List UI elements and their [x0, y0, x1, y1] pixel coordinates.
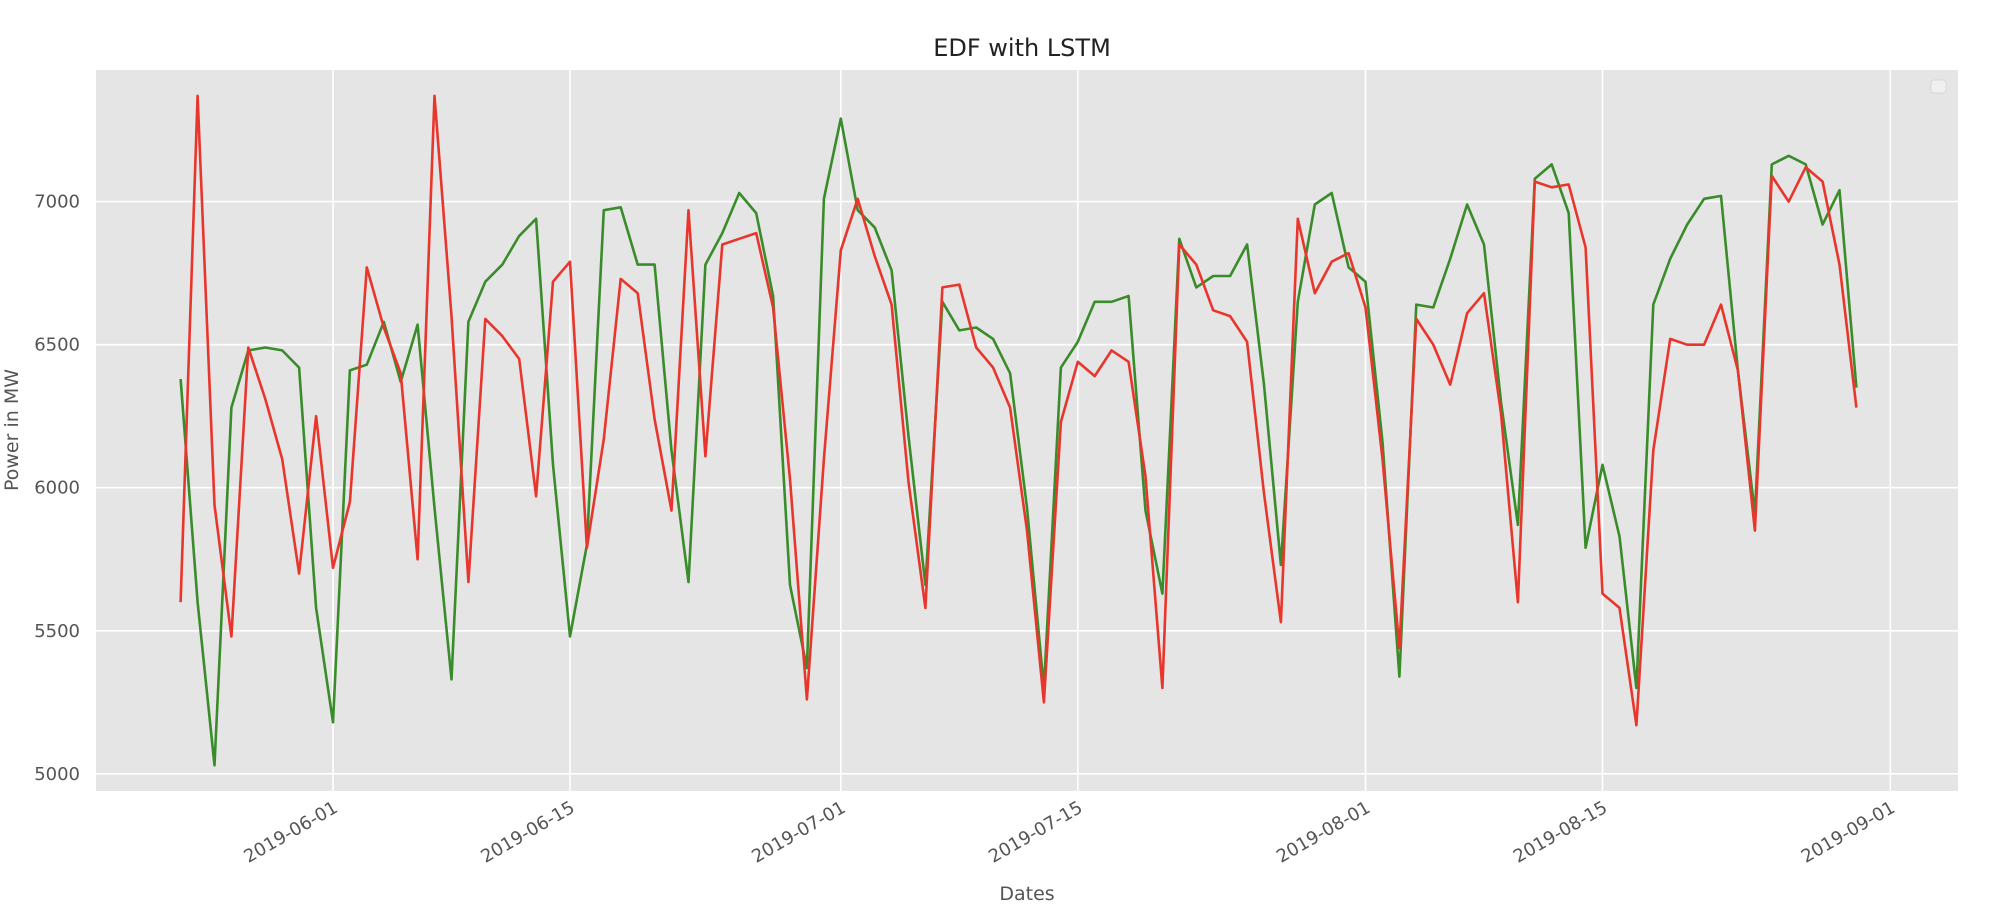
x-gridlines — [332, 70, 1892, 791]
x-tick-label: 2019-09-01 — [1798, 797, 1899, 867]
y-axis-label: Power in MW — [1, 369, 23, 491]
x-tick-label: 2019-06-01 — [240, 797, 341, 867]
x-tick-label: 2019-07-01 — [748, 797, 849, 867]
y-tick-label: 7000 — [34, 192, 80, 213]
x-tick-label: 2019-06-15 — [477, 797, 578, 867]
y-tick-label: 5000 — [34, 764, 80, 785]
x-tick-label: 2019-08-01 — [1273, 797, 1374, 867]
series-line-1 — [179, 117, 1858, 767]
y-tick-label: 5500 — [34, 621, 80, 642]
x-axis-label: Dates — [999, 883, 1054, 905]
series-line-2 — [179, 94, 1858, 727]
x-tick-label: 2019-07-15 — [985, 797, 1086, 867]
y-tick-label: 6500 — [34, 335, 80, 356]
x-tick-labels: 2019-06-01 2019-06-15 2019-07-01 2019-07-15… — [240, 797, 1898, 867]
series-layer — [179, 94, 1858, 767]
y-tick-label: 6000 — [34, 478, 80, 499]
legend-box — [1930, 79, 1947, 94]
y-tick-labels: 5000 5500 6000 6500 7000 — [34, 192, 80, 785]
x-tick-label: 2019-08-15 — [1510, 797, 1611, 867]
chart-title: EDF with LSTM — [933, 34, 1111, 62]
plot-background — [96, 70, 1958, 791]
y-gridlines — [96, 200, 1958, 775]
